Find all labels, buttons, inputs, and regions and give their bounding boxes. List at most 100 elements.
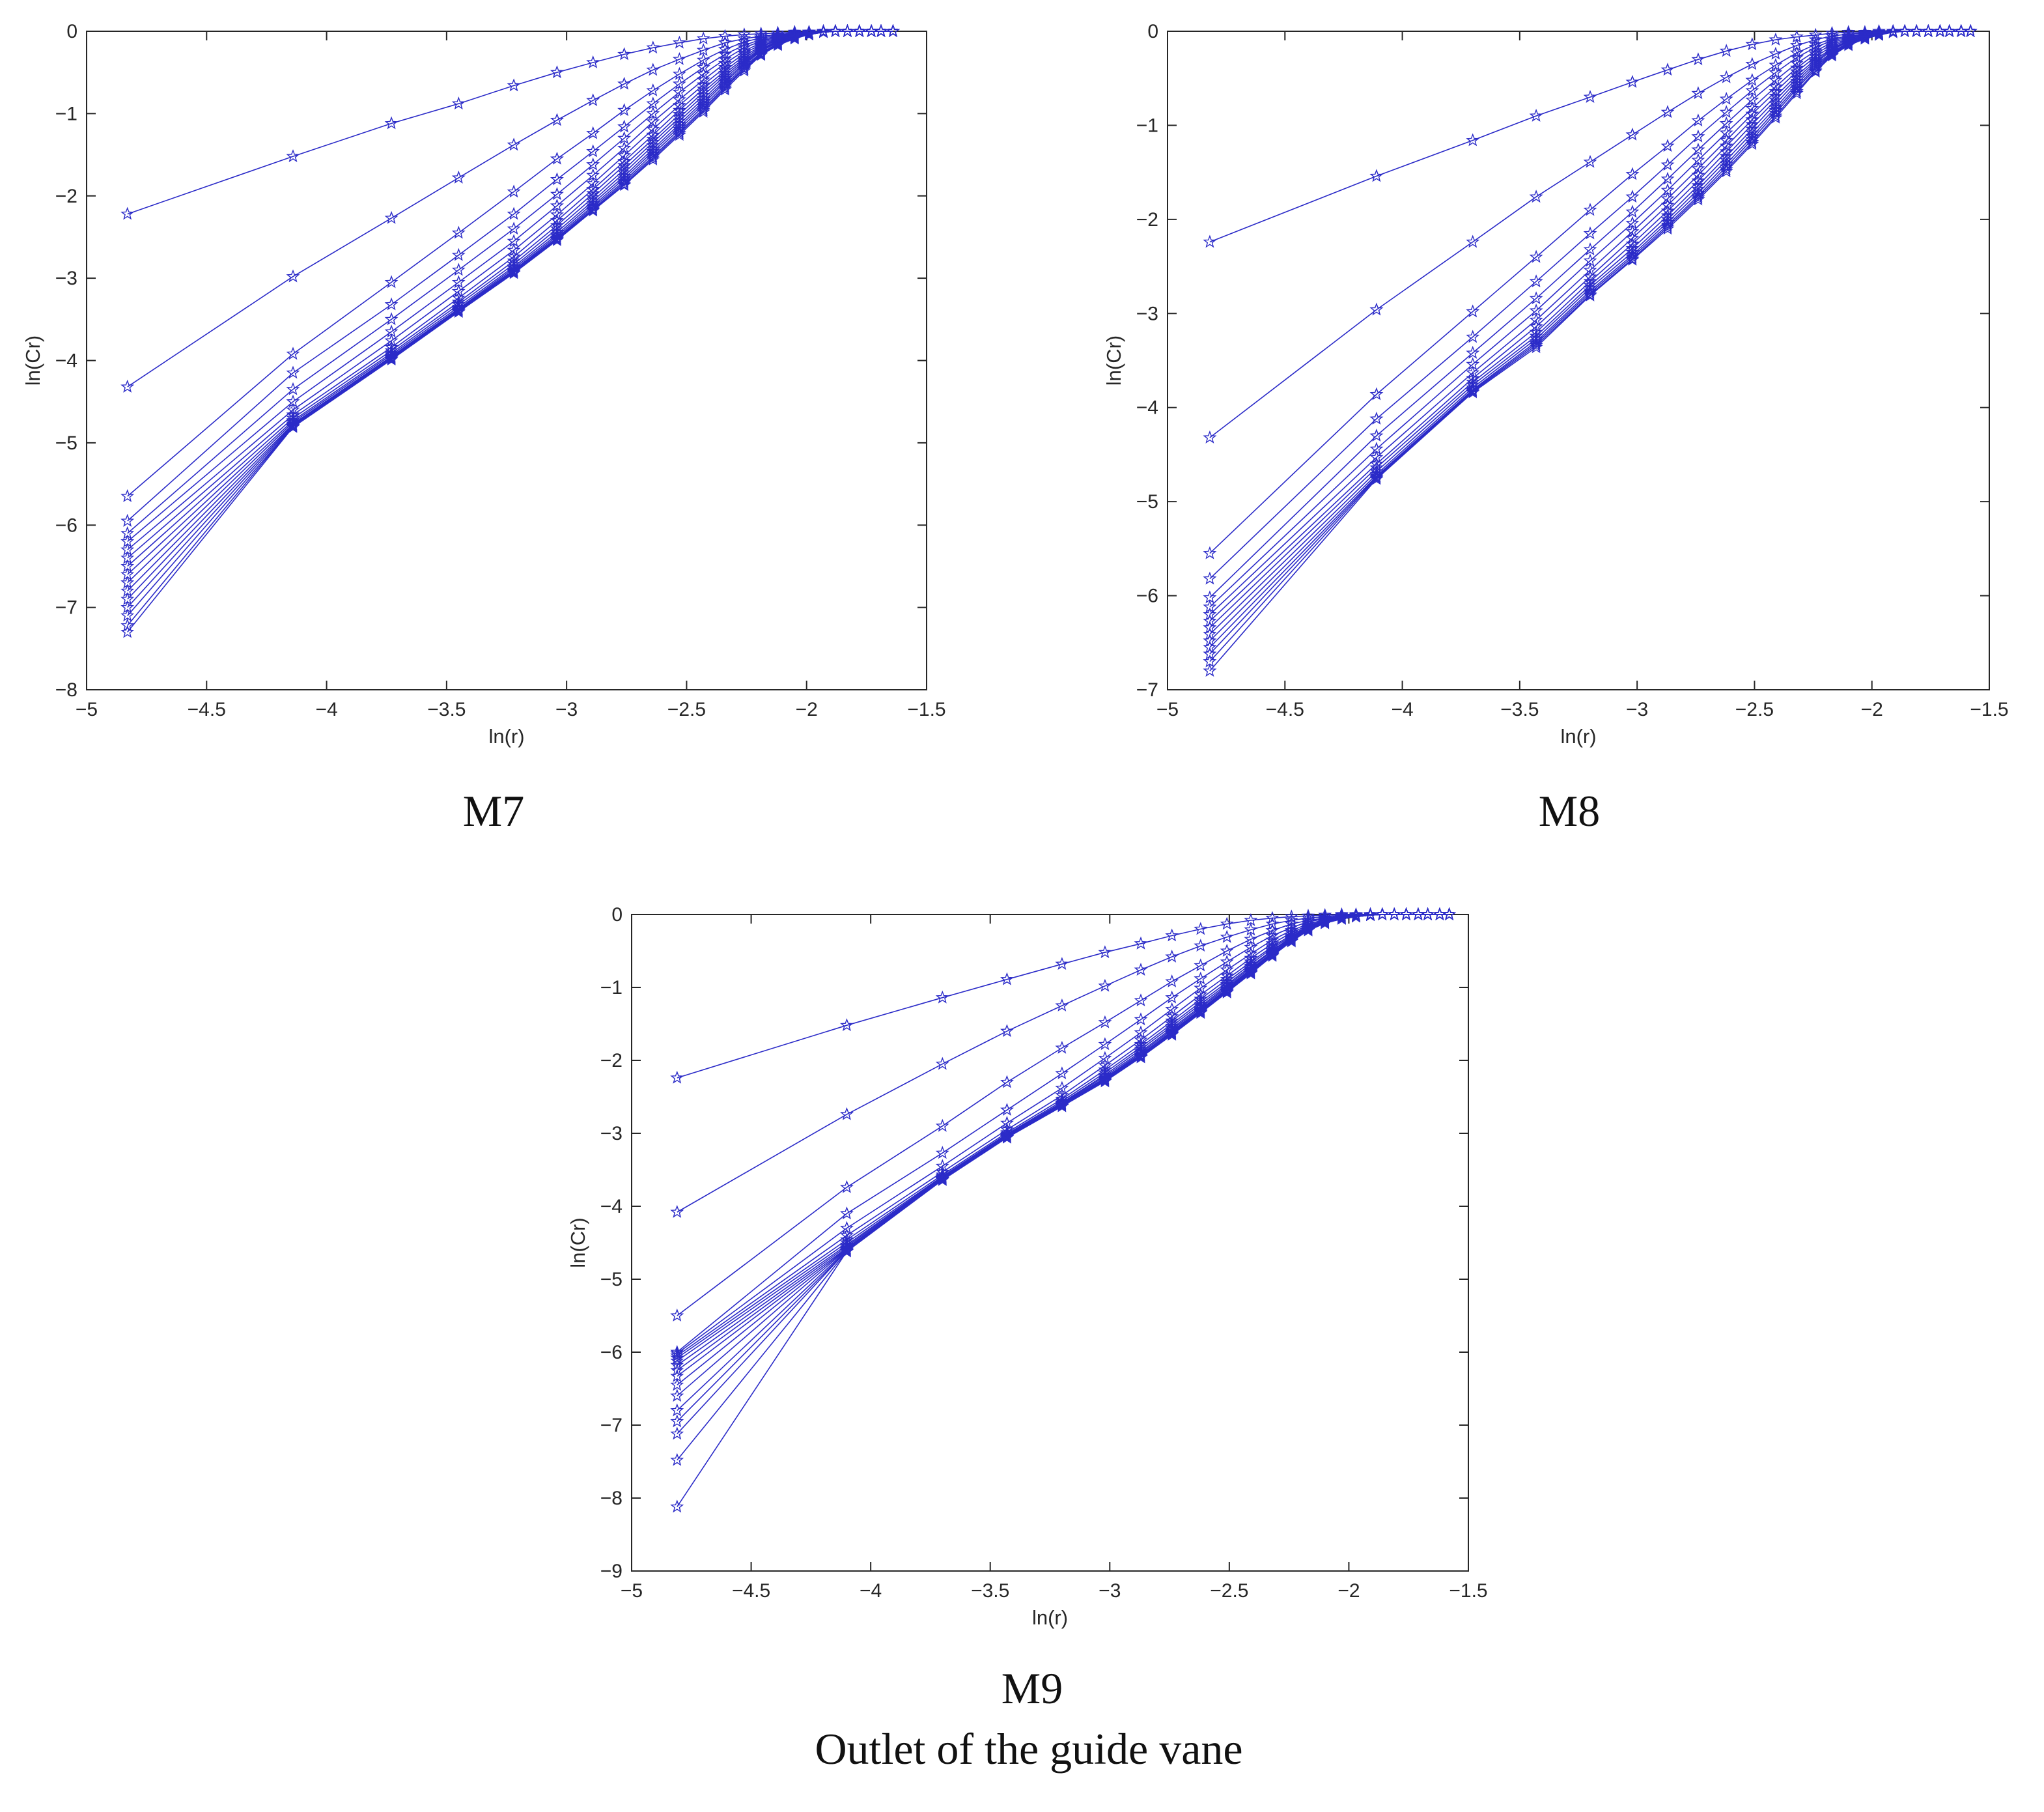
data-point bbox=[1872, 25, 1886, 39]
y-tick-label: −5 bbox=[1136, 491, 1158, 513]
data-point bbox=[670, 1205, 684, 1218]
data-point bbox=[1660, 191, 1675, 205]
chart-panels: −5 −4.5 −4 −3.5 −3 −2.5 −2 −1.5 −8 −7 −6 −5 −4 −3 −2 −1… bbox=[21, 21, 2009, 1713]
data-point bbox=[1529, 274, 1543, 288]
data-point bbox=[1301, 922, 1315, 935]
data-point bbox=[586, 144, 600, 158]
data-point bbox=[1529, 249, 1543, 263]
x-tick-label: −4 bbox=[1391, 699, 1413, 720]
data-point bbox=[507, 221, 521, 235]
data-point bbox=[1745, 73, 1759, 87]
data-point bbox=[646, 63, 660, 76]
series-m=19 bbox=[670, 907, 1457, 1513]
data-point bbox=[718, 82, 732, 96]
data-point bbox=[1220, 984, 1234, 998]
data-point bbox=[1369, 411, 1384, 425]
y-tick-label: −9 bbox=[600, 1561, 623, 1582]
panel-caption: M9 bbox=[1001, 1663, 1063, 1713]
data-point bbox=[787, 29, 802, 43]
data-point bbox=[384, 275, 399, 289]
data-point bbox=[672, 128, 686, 141]
data-point bbox=[1165, 950, 1179, 963]
data-point bbox=[451, 248, 466, 261]
data-point bbox=[286, 347, 300, 360]
data-point bbox=[1000, 1075, 1014, 1088]
data-point bbox=[1134, 1012, 1148, 1026]
x-tick-label: −2.5 bbox=[1735, 699, 1774, 720]
data-point bbox=[696, 66, 710, 80]
y-tick-label: −2 bbox=[1136, 209, 1158, 231]
data-point bbox=[1625, 253, 1640, 266]
data-point bbox=[646, 122, 660, 135]
data-point bbox=[852, 23, 867, 37]
x-tick-label: −2 bbox=[796, 699, 818, 720]
x-axis-label: ln(r) bbox=[1560, 725, 1596, 748]
data-point bbox=[550, 232, 564, 246]
data-point bbox=[935, 990, 949, 1004]
data-point bbox=[1349, 909, 1363, 923]
data-point bbox=[1203, 546, 1217, 559]
data-point bbox=[1872, 27, 1886, 41]
data-point bbox=[1194, 1006, 1208, 1019]
data-point bbox=[384, 116, 399, 130]
data-point bbox=[1000, 1103, 1014, 1116]
x-tick-label: −4 bbox=[860, 1580, 882, 1602]
data-point bbox=[1825, 48, 1839, 62]
series-line bbox=[1209, 31, 1971, 672]
data-point bbox=[1194, 922, 1208, 935]
data-point bbox=[1134, 993, 1148, 1007]
data-point bbox=[670, 1452, 684, 1466]
x-tick-label: −4.5 bbox=[732, 1580, 770, 1602]
data-point bbox=[507, 78, 521, 92]
data-point bbox=[1363, 908, 1377, 922]
data-point bbox=[696, 31, 710, 45]
data-point bbox=[1466, 385, 1480, 399]
x-tick-label: −4.5 bbox=[1266, 699, 1304, 720]
data-point bbox=[672, 35, 686, 49]
data-point bbox=[718, 29, 732, 42]
y-tick-label: −4 bbox=[55, 350, 77, 372]
data-point bbox=[1203, 614, 1217, 627]
y-tick-label: 0 bbox=[1147, 21, 1158, 42]
data-point bbox=[1369, 450, 1384, 464]
data-point bbox=[586, 93, 600, 107]
data-point bbox=[1841, 37, 1856, 51]
x-tick-label: −3.5 bbox=[427, 699, 466, 720]
data-point bbox=[507, 184, 521, 198]
data-point bbox=[1466, 234, 1480, 248]
data-point bbox=[1098, 1015, 1112, 1028]
data-point bbox=[617, 177, 632, 190]
data-point bbox=[1719, 70, 1733, 83]
data-point bbox=[1789, 86, 1804, 100]
data-point bbox=[1349, 909, 1363, 922]
y-axis-label: ln(Cr) bbox=[1102, 335, 1125, 386]
data-point bbox=[670, 1070, 684, 1084]
series-m=18 bbox=[120, 23, 900, 638]
data-point bbox=[120, 489, 135, 502]
data-point bbox=[1529, 190, 1543, 203]
data-point bbox=[1055, 1041, 1069, 1054]
data-point bbox=[840, 1018, 854, 1032]
data-point bbox=[451, 262, 466, 276]
data-point bbox=[384, 210, 399, 224]
data-point bbox=[617, 131, 632, 145]
data-point bbox=[1194, 981, 1208, 995]
y-tick-label: −4 bbox=[600, 1196, 623, 1217]
data-point bbox=[840, 1206, 854, 1220]
data-point bbox=[1055, 1066, 1069, 1080]
data-point bbox=[1625, 251, 1640, 265]
data-point bbox=[1858, 31, 1872, 44]
data-point bbox=[1421, 907, 1435, 920]
y-tick-label: −2 bbox=[600, 1050, 623, 1071]
data-point bbox=[828, 24, 843, 37]
data-point bbox=[1691, 52, 1705, 66]
data-point bbox=[1909, 23, 1924, 37]
panel-caption: M7 bbox=[463, 786, 524, 836]
data-point bbox=[1872, 27, 1886, 40]
data-point bbox=[586, 176, 600, 190]
data-point bbox=[1098, 1074, 1112, 1088]
data-point bbox=[384, 352, 399, 366]
data-point bbox=[617, 76, 632, 90]
data-point bbox=[1691, 142, 1705, 156]
data-point bbox=[1769, 110, 1783, 124]
